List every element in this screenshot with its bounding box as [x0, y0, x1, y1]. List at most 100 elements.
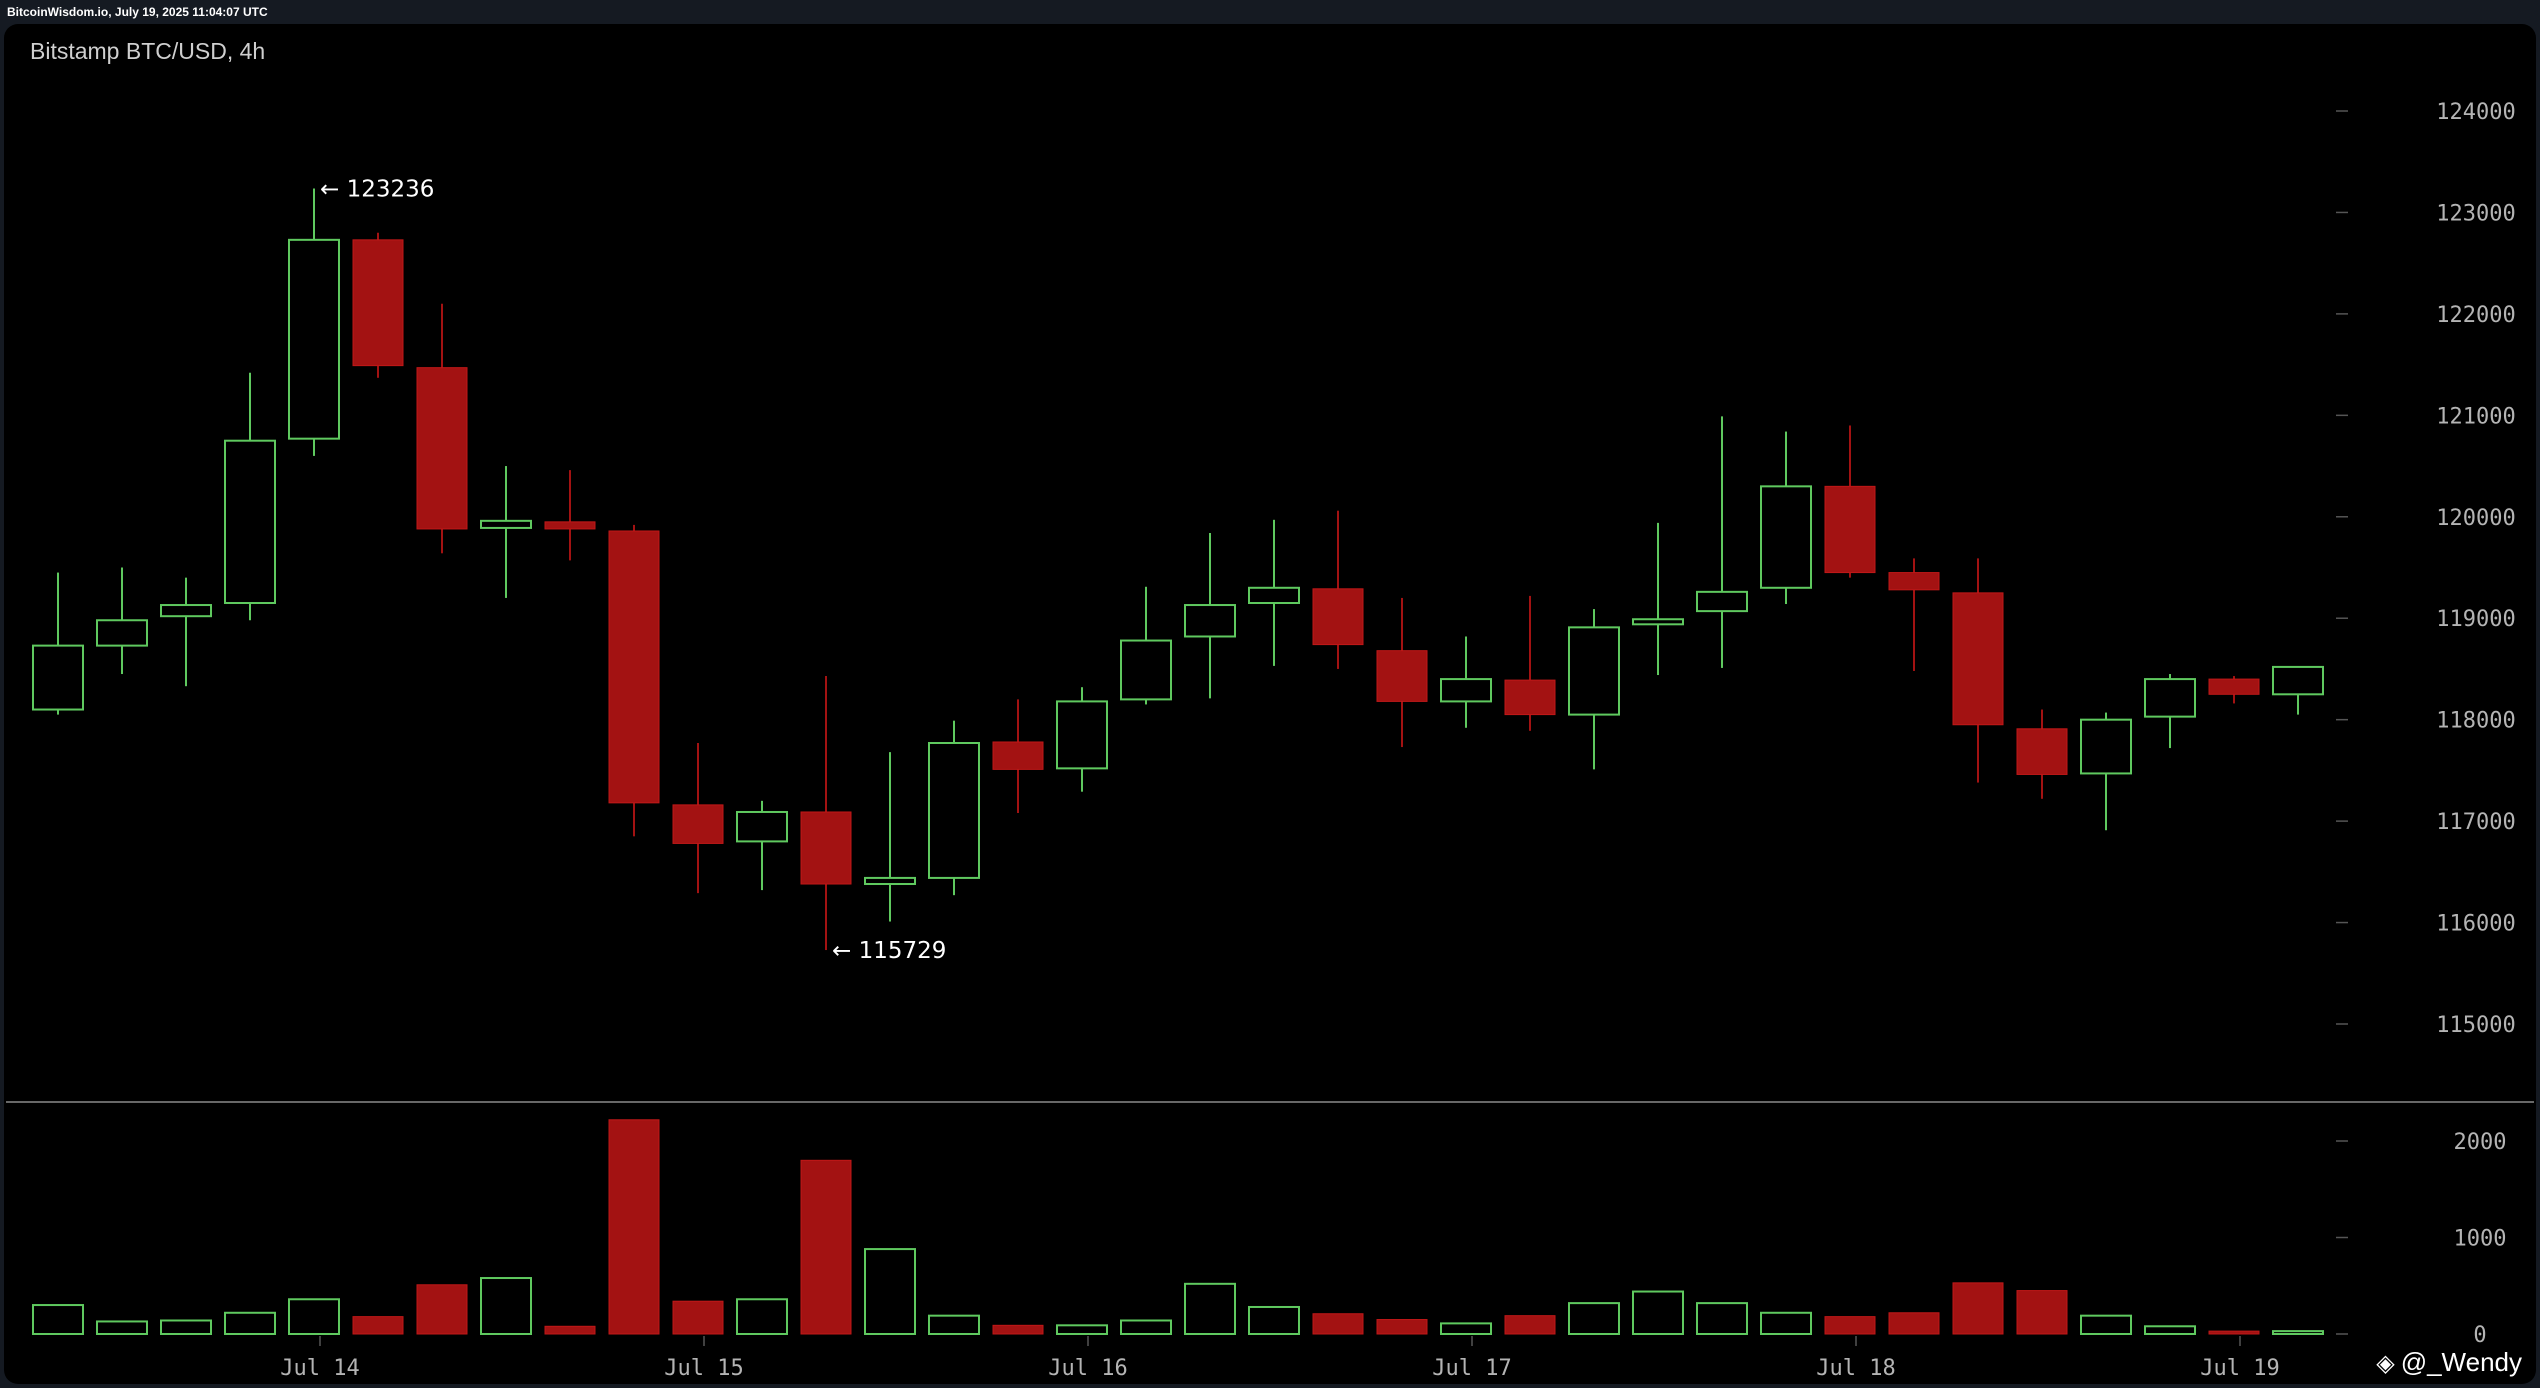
- volume-bar-up: [864, 1248, 916, 1335]
- candle: [1248, 519, 1300, 666]
- volume-bar-up: [928, 1314, 980, 1336]
- volume-bar-down: [544, 1325, 596, 1335]
- candles: [32, 188, 2324, 951]
- volume-bar-down: [352, 1316, 404, 1335]
- candle: [224, 372, 276, 621]
- volume-bar-down: [608, 1119, 660, 1335]
- candle-body-up: [1056, 700, 1108, 770]
- time-tick-label: Jul 16: [1048, 1356, 1127, 1381]
- volume-bar-up: [480, 1277, 532, 1336]
- candle-body-down: [2016, 728, 2068, 775]
- volume-tick-label: 0: [2473, 1323, 2486, 1348]
- extreme-price-annotation: ← 115729: [832, 938, 946, 964]
- volume-bar-up: [1440, 1322, 1492, 1336]
- candle-body-up: [1248, 586, 1300, 605]
- candle: [32, 572, 84, 715]
- volume-bar-down: [1376, 1319, 1428, 1335]
- candle: [2080, 712, 2132, 831]
- candle: [928, 720, 980, 896]
- candle-body-down: [416, 367, 468, 530]
- candle-body-up: [32, 644, 84, 711]
- time-tick-label: Jul 15: [664, 1356, 743, 1381]
- volume-bar-down: [800, 1159, 852, 1335]
- volume-bar-down: [2016, 1290, 2068, 1335]
- volume-bar-down: [672, 1300, 724, 1335]
- candle-body-down: [992, 741, 1044, 770]
- volume-bar-down: [416, 1284, 468, 1335]
- candle: [1056, 687, 1108, 792]
- candle-body-down: [1504, 679, 1556, 716]
- volume-bar-up: [288, 1298, 340, 1336]
- volume-bar-up: [2080, 1314, 2132, 1336]
- time-tick-label: Jul 19: [2200, 1356, 2279, 1381]
- candle: [1824, 425, 1876, 578]
- candle-body-up: [1568, 626, 1620, 716]
- volume-bar-up: [2144, 1325, 2196, 1336]
- candle: [96, 567, 148, 675]
- price-tick-label: 123000: [2436, 201, 2515, 226]
- candle: [800, 676, 852, 951]
- candle: [1376, 597, 1428, 748]
- candle: [1504, 595, 1556, 731]
- candle-body-up: [736, 810, 788, 843]
- candle: [1888, 558, 1940, 671]
- candle-body-down: [1952, 592, 2004, 726]
- price-tick-label: 117000: [2436, 810, 2515, 835]
- price-tick-label: 121000: [2436, 404, 2515, 429]
- candle-body-up: [480, 519, 532, 529]
- volume-bar-up: [1632, 1290, 1684, 1336]
- price-tick-label: 119000: [2436, 607, 2515, 632]
- candle-body-down: [800, 811, 852, 885]
- candle-body-up: [2144, 678, 2196, 718]
- candle: [2016, 709, 2068, 799]
- candle: [1184, 533, 1236, 699]
- candle: [2144, 674, 2196, 749]
- volume-bar-down: [2208, 1330, 2260, 1335]
- candle-body-up: [2080, 718, 2132, 775]
- volume-bar-up: [160, 1319, 212, 1335]
- candle: [1568, 609, 1620, 770]
- volume-axis: 2000 1000 0: [2336, 1130, 2506, 1348]
- candle: [992, 699, 1044, 813]
- candle-body-up: [1760, 485, 1812, 589]
- volume-bar-up: [1056, 1324, 1108, 1335]
- candle-body-up: [928, 741, 980, 879]
- chart-title: Bitstamp BTC/USD, 4h: [30, 38, 266, 64]
- volume-bar-down: [1504, 1315, 1556, 1335]
- volume-bar-down: [1888, 1312, 1940, 1335]
- candle: [1696, 416, 1748, 668]
- volume-bar-down: [1824, 1316, 1876, 1335]
- candle-body-up: [288, 238, 340, 440]
- candle: [1120, 586, 1172, 705]
- price-tick-label: 124000: [2436, 100, 2515, 125]
- price-tick-label: 116000: [2436, 912, 2515, 937]
- candle-body-down: [352, 239, 404, 367]
- volume-bar-up: [1184, 1282, 1236, 1335]
- binance-logo-icon: ◈: [2376, 1350, 2395, 1377]
- candle-body-down: [1888, 572, 1940, 591]
- candle-body-up: [1120, 639, 1172, 701]
- volume-tick-label: 2000: [2454, 1130, 2507, 1155]
- time-axis: Jul 14 Jul 15 Jul 16 Jul 17 Jul 18 Jul 19: [280, 1336, 2280, 1381]
- volume-bars: [32, 1119, 2324, 1336]
- candle: [2272, 665, 2324, 715]
- volume-bar-up: [2272, 1330, 2324, 1335]
- watermark: ◈ @_Wendy: [2376, 1347, 2522, 1378]
- candle-body-down: [1376, 650, 1428, 702]
- candle-body-up: [160, 604, 212, 618]
- candle-body-down: [672, 804, 724, 844]
- time-tick-label: Jul 14: [280, 1356, 359, 1381]
- candle-body-up: [2272, 665, 2324, 696]
- candle: [1440, 636, 1492, 728]
- candle-body-down: [1312, 588, 1364, 646]
- price-tick-label: 118000: [2436, 709, 2515, 734]
- candle-body-up: [96, 619, 148, 647]
- candle-body-down: [608, 530, 660, 804]
- candle-body-up: [1632, 618, 1684, 626]
- price-axis: 124000 123000 122000 121000 120000 119000 1180…: [2336, 100, 2516, 1038]
- top-bar: BitcoinWisdom.io, July 19, 2025 11:04:07…: [0, 0, 2540, 22]
- candle-body-up: [224, 439, 276, 605]
- candle: [608, 524, 660, 837]
- candle: [352, 232, 404, 378]
- candle: [736, 800, 788, 891]
